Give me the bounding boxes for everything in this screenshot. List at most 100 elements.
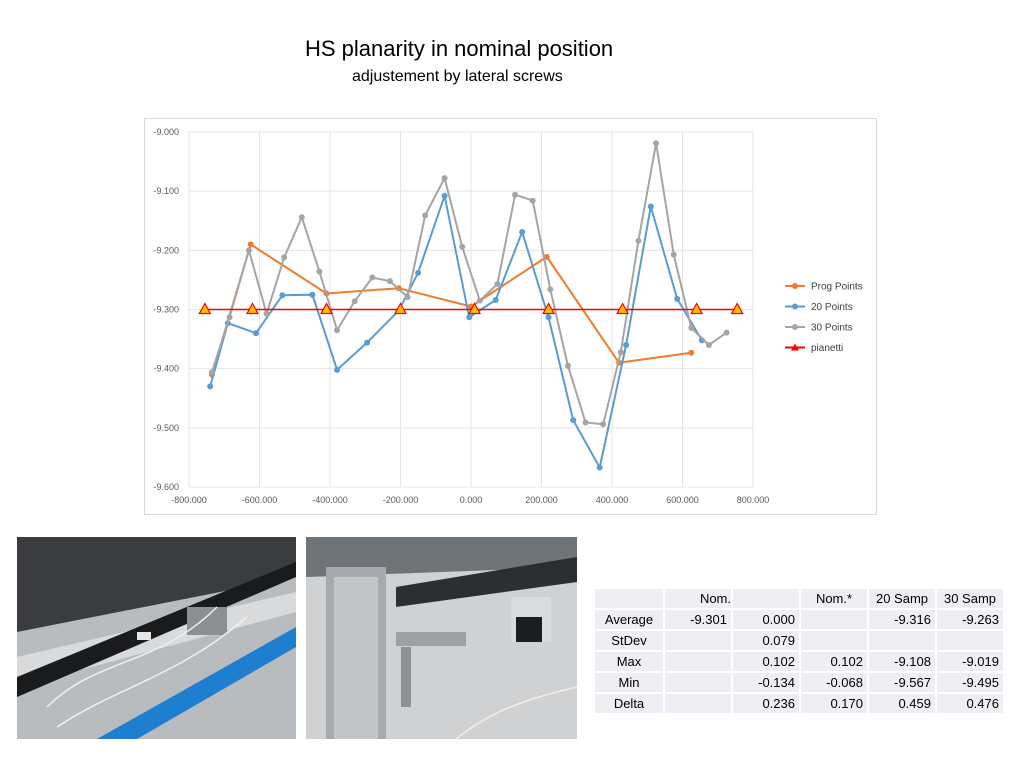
point-pianetti xyxy=(690,302,704,315)
point-20-points xyxy=(309,291,316,298)
page-title: HS planarity in nominal position xyxy=(305,36,614,61)
page-subtitle: adjustement by lateral screws xyxy=(352,68,563,85)
row-label: StDev xyxy=(595,631,663,650)
chart-frame: -800.000 -600.000 -400.000 -200.000 0.000 200… xyxy=(144,118,877,515)
point-30-points xyxy=(316,268,323,275)
y-tick-label: -9.300 xyxy=(153,305,179,315)
point-30-points xyxy=(263,310,270,317)
point-30-points xyxy=(617,349,624,356)
point-pianetti xyxy=(542,302,556,315)
table-cell: 0.102 xyxy=(801,652,867,671)
point-20-points xyxy=(364,339,371,346)
legend-marker-20-points xyxy=(792,303,798,310)
legend-label-prog-points: Prog Points xyxy=(811,282,863,293)
point-20-points xyxy=(334,366,341,373)
point-30-points xyxy=(600,421,607,428)
table-cell xyxy=(937,631,1003,650)
point-20-points xyxy=(441,192,448,199)
table-row: Average -9.301 0.000 -9.316 -9.263 xyxy=(595,610,1003,629)
point-pianetti xyxy=(616,302,630,315)
table-cell: -9.263 xyxy=(937,610,1003,629)
table-cell: -9.301 xyxy=(665,610,731,629)
y-tick-label: -9.600 xyxy=(153,482,179,492)
table-cell: -9.019 xyxy=(937,652,1003,671)
point-pianetti xyxy=(468,302,482,315)
x-tick-label: -200.000 xyxy=(383,495,419,505)
table-cell xyxy=(665,694,731,713)
column-header: 20 Samp xyxy=(869,589,935,608)
x-tick-label: -600.000 xyxy=(242,495,278,505)
row-label: Delta xyxy=(595,694,663,713)
x-tick-label: 400.000 xyxy=(596,495,629,505)
point-pianetti xyxy=(198,302,212,315)
table-cell: 0.476 xyxy=(937,694,1003,713)
point-30-points xyxy=(245,247,252,254)
point-20-points xyxy=(279,292,286,299)
table-cell: -0.068 xyxy=(801,673,867,692)
point-pianetti xyxy=(319,302,333,315)
point-30-points xyxy=(369,274,376,281)
table-cell xyxy=(801,631,867,650)
column-header: 30 Samp xyxy=(937,589,1003,608)
column-header xyxy=(733,589,799,608)
point-30-points xyxy=(582,419,589,426)
table-cell: -9.567 xyxy=(869,673,935,692)
point-30-points xyxy=(635,237,642,244)
point-prog-points xyxy=(247,241,254,248)
point-pianetti xyxy=(730,302,744,315)
point-pianetti xyxy=(393,302,408,315)
x-tick-label: -800.000 xyxy=(171,495,207,505)
point-30-points xyxy=(422,212,429,219)
table-cell xyxy=(801,610,867,629)
table-cell xyxy=(665,652,731,671)
table-row: Delta 0.236 0.170 0.459 0.476 xyxy=(595,694,1003,713)
point-30-points xyxy=(459,243,466,250)
table-header-row: Nom. Nom.* 20 Samp 30 Samp xyxy=(595,589,1003,608)
point-30-points xyxy=(386,278,393,285)
point-30-points xyxy=(441,175,448,182)
point-30-points xyxy=(688,324,695,331)
table-cell xyxy=(869,631,935,650)
table-cell: -9.108 xyxy=(869,652,935,671)
y-tick-label: -9.000 xyxy=(153,127,179,137)
statistics-table: Nom. Nom.* 20 Samp 30 Samp Average -9.301 0.00… xyxy=(593,587,1005,715)
point-30-points xyxy=(208,369,215,376)
point-20-points xyxy=(570,417,577,424)
legend-marker-pianetti xyxy=(791,343,799,351)
planarity-line-chart: -800.000 -600.000 -400.000 -200.000 0.000 200… xyxy=(153,127,863,505)
photo-left xyxy=(17,537,296,739)
table-row: StDev 0.079 xyxy=(595,631,1003,650)
table-cell: 0.102 xyxy=(733,652,799,671)
point-30-points xyxy=(529,197,536,204)
x-tick-label: 200.000 xyxy=(525,495,558,505)
point-30-points xyxy=(404,294,411,301)
photo-icon xyxy=(17,537,296,739)
table-cell: -9.495 xyxy=(937,673,1003,692)
x-tick-label: 0.000 xyxy=(460,495,483,505)
point-30-points xyxy=(512,191,519,198)
x-tick-label: -400.000 xyxy=(312,495,348,505)
point-prog-points xyxy=(543,253,550,260)
series-line-20-points xyxy=(209,192,703,471)
legend-label-20-points: 20 Points xyxy=(811,302,853,313)
point-30-points xyxy=(334,327,341,334)
table-cell: 0.079 xyxy=(733,631,799,650)
point-30-points xyxy=(281,254,288,261)
point-20-points xyxy=(647,203,654,210)
legend-label-pianetti: pianetti xyxy=(811,343,843,354)
point-30-points xyxy=(547,286,554,293)
table-cell: 0.459 xyxy=(869,694,935,713)
point-pianetti xyxy=(245,302,259,315)
point-20-points xyxy=(207,383,214,390)
y-tick-label: -9.400 xyxy=(153,364,179,374)
point-20-points xyxy=(674,295,681,302)
column-header: Nom.* xyxy=(801,589,867,608)
point-20-points xyxy=(492,297,499,304)
point-30-points xyxy=(653,140,660,147)
table-cell: -9.316 xyxy=(869,610,935,629)
table-cell: 0.236 xyxy=(733,694,799,713)
table-cell: -0.134 xyxy=(733,673,799,692)
point-20-points xyxy=(252,330,259,337)
point-20-points xyxy=(596,464,603,471)
photo-icon xyxy=(306,537,577,739)
